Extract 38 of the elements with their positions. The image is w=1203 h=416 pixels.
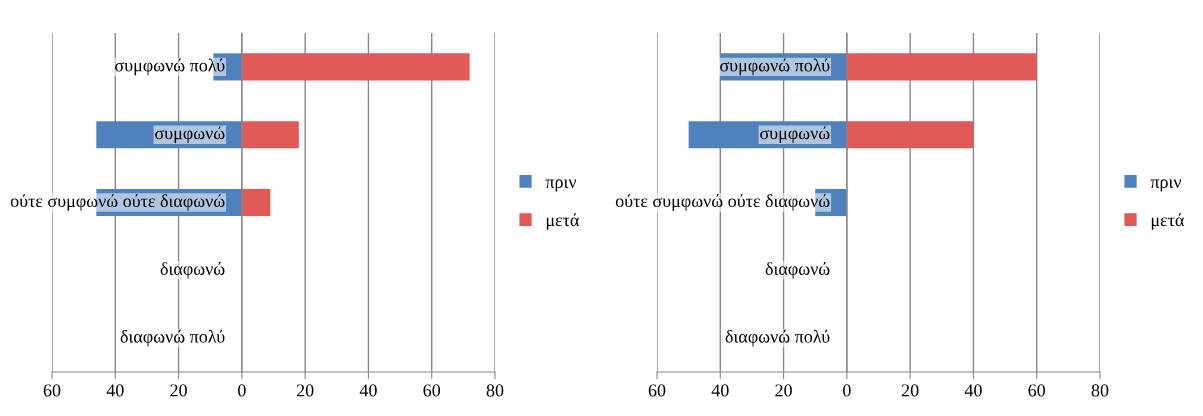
y-tick-label: διαφωνώ πολύ [120,329,225,347]
x-tick-label: 60 [423,384,441,397]
y-tick-label: ούτε συμφωνώ ούτε διαφωνώ [10,194,225,211]
x-tick-label: 20 [296,384,314,397]
x-tick-label: 20 [170,384,187,397]
x-tick-label: 80 [1091,384,1109,397]
x-tick-label: 40 [964,384,982,397]
y-tick-label: διαφωνώ πολύ [725,329,830,347]
bar [241,121,299,149]
x-tick-label: 40 [711,384,729,397]
y-tick-label: συμφωνώ [760,126,830,143]
y-tick-label: διαφωνώ [160,262,225,279]
y-tick-label: διαφωνώ [765,262,830,279]
x-tick-label: 20 [901,384,919,397]
x-tick-label: 40 [359,384,377,397]
y-tick-label: συμφωνώ πολύ [115,58,225,76]
legend-label: πριν [545,179,577,192]
bar [846,53,1037,81]
x-tick-label: 60 [648,384,666,397]
bar [241,53,470,81]
legend-label: μετά [1151,213,1184,230]
legend-label: πριν [1150,179,1182,192]
bar [96,121,242,149]
bar [241,188,271,217]
x-tick-label: 20 [775,384,792,397]
y-tick-label: συμφωνώ πολύ [720,58,830,76]
x-tick-label: 60 [43,384,61,397]
x-tick-label: 80 [486,384,504,397]
x-tick-label: 0 [238,384,246,397]
bar [846,121,974,149]
y-tick-label: ούτε συμφωνώ ούτε διαφωνώ [615,194,830,211]
x-tick-label: 40 [106,384,124,397]
bar [688,121,847,149]
x-tick-label: 60 [1028,384,1046,397]
x-tick-label: 0 [843,384,851,397]
legend-label: μετά [546,213,579,230]
y-tick-label: συμφωνώ [155,126,225,143]
bar [720,53,847,81]
